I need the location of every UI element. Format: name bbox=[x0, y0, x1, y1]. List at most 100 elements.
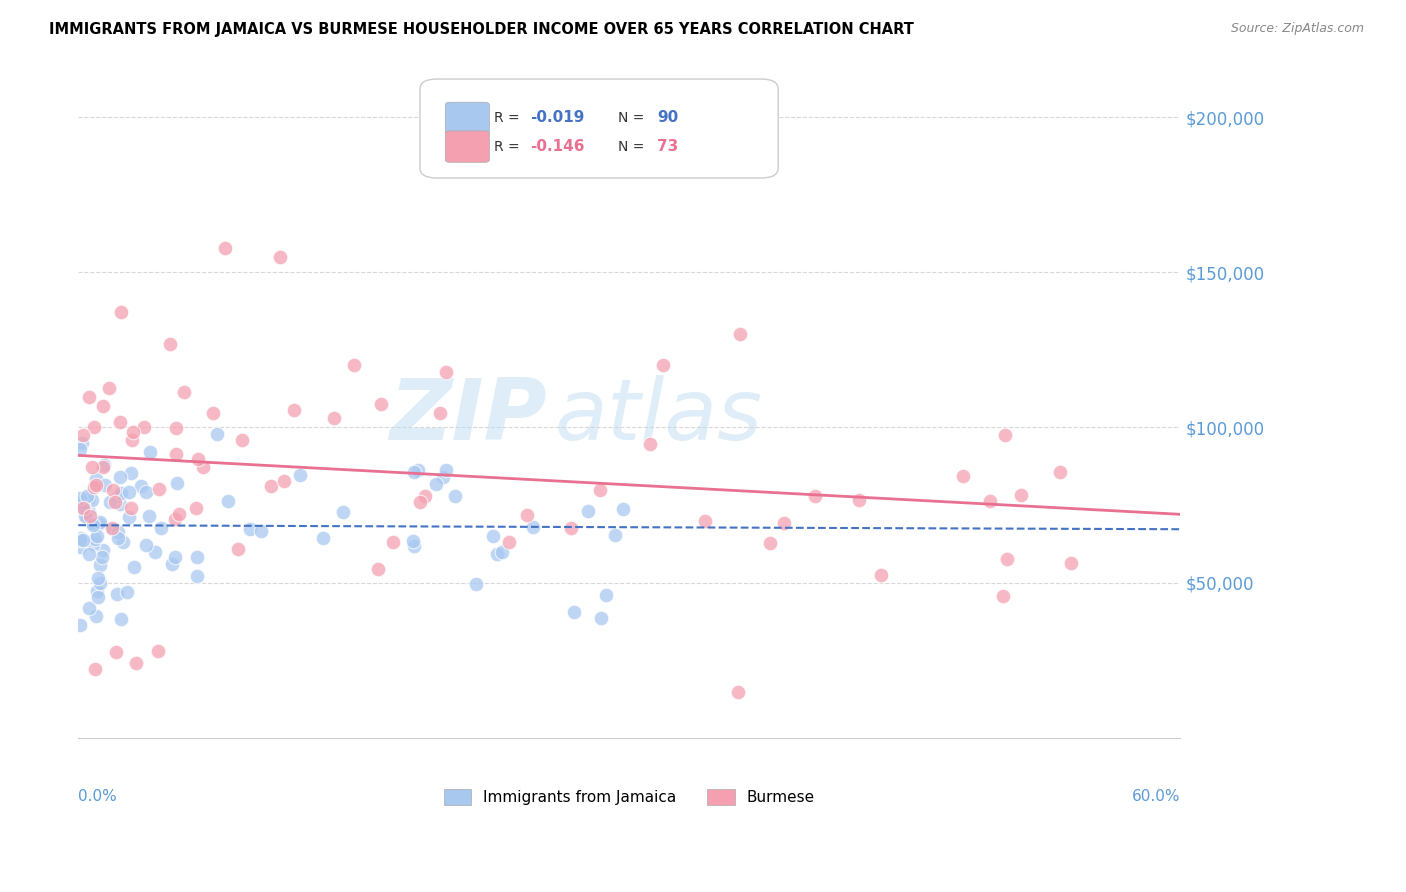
Point bbox=[89, 558, 111, 572]
Point bbox=[107, 532, 129, 546]
Text: -0.146: -0.146 bbox=[530, 139, 585, 154]
Point bbox=[952, 468, 974, 483]
Point bbox=[516, 508, 538, 523]
Point bbox=[226, 541, 249, 556]
Text: 73: 73 bbox=[657, 139, 678, 154]
Point bbox=[148, 482, 170, 496]
Point bbox=[135, 485, 157, 500]
Point bbox=[588, 483, 610, 498]
Point bbox=[367, 562, 389, 576]
Point bbox=[406, 463, 429, 477]
Point bbox=[283, 403, 305, 417]
Point bbox=[870, 568, 893, 582]
Point bbox=[122, 560, 145, 574]
Point bbox=[108, 415, 131, 429]
Text: N =: N = bbox=[619, 140, 650, 153]
Point bbox=[191, 460, 214, 475]
Point bbox=[163, 550, 186, 565]
Point bbox=[84, 473, 107, 487]
Point bbox=[995, 552, 1018, 566]
Point bbox=[77, 601, 100, 615]
Point bbox=[75, 508, 97, 523]
Point bbox=[79, 508, 101, 523]
Point bbox=[413, 489, 436, 503]
Point bbox=[76, 510, 98, 524]
Point bbox=[184, 500, 207, 515]
Text: ZIP: ZIP bbox=[389, 376, 547, 458]
Text: R =: R = bbox=[494, 111, 524, 125]
Point bbox=[217, 493, 239, 508]
Text: Source: ZipAtlas.com: Source: ZipAtlas.com bbox=[1230, 22, 1364, 36]
Point bbox=[87, 571, 110, 585]
Point bbox=[76, 490, 98, 504]
Point bbox=[118, 509, 141, 524]
Point bbox=[404, 465, 426, 479]
Point bbox=[91, 549, 114, 564]
FancyBboxPatch shape bbox=[420, 79, 778, 178]
Point bbox=[804, 489, 827, 503]
Point bbox=[72, 500, 94, 515]
Point bbox=[595, 588, 617, 602]
Point bbox=[979, 494, 1001, 508]
Point bbox=[652, 358, 675, 372]
Point bbox=[773, 516, 796, 530]
Point bbox=[332, 505, 354, 519]
Point bbox=[249, 524, 271, 538]
FancyBboxPatch shape bbox=[446, 131, 489, 162]
Point bbox=[69, 540, 91, 554]
Point bbox=[402, 533, 425, 548]
Legend: Immigrants from Jamaica, Burmese: Immigrants from Jamaica, Burmese bbox=[444, 789, 815, 805]
Point bbox=[91, 543, 114, 558]
Point bbox=[759, 536, 782, 550]
Point bbox=[72, 428, 94, 442]
Point bbox=[727, 685, 749, 699]
Point bbox=[69, 491, 91, 505]
Point bbox=[163, 512, 186, 526]
Point bbox=[695, 514, 717, 528]
Point bbox=[82, 518, 104, 533]
Point bbox=[562, 605, 585, 619]
Point bbox=[273, 474, 295, 488]
Point bbox=[205, 426, 228, 441]
Point bbox=[69, 618, 91, 632]
Point bbox=[69, 533, 91, 547]
Text: R =: R = bbox=[494, 140, 524, 153]
Point bbox=[115, 585, 138, 599]
Point bbox=[993, 589, 1015, 603]
Point bbox=[77, 505, 100, 519]
Point bbox=[290, 468, 312, 483]
Point bbox=[522, 520, 544, 534]
Point bbox=[82, 493, 104, 508]
Point bbox=[605, 528, 627, 542]
Point bbox=[994, 427, 1017, 442]
Point bbox=[434, 463, 457, 477]
Point bbox=[589, 611, 612, 625]
Point bbox=[173, 384, 195, 399]
Point bbox=[409, 494, 432, 508]
Point bbox=[498, 535, 520, 549]
Point bbox=[167, 507, 190, 521]
Point bbox=[87, 590, 110, 604]
Point bbox=[186, 550, 208, 565]
Point bbox=[104, 495, 127, 509]
Point bbox=[72, 533, 94, 548]
Point bbox=[146, 644, 169, 658]
Point bbox=[166, 475, 188, 490]
Point bbox=[612, 502, 634, 516]
Point bbox=[84, 609, 107, 624]
Point bbox=[381, 535, 404, 549]
Point bbox=[101, 521, 124, 535]
Point bbox=[82, 537, 104, 551]
Point bbox=[343, 359, 366, 373]
Point bbox=[120, 501, 142, 516]
Point bbox=[576, 504, 599, 518]
Point bbox=[1060, 556, 1083, 570]
Point bbox=[89, 515, 111, 529]
Point bbox=[214, 240, 236, 254]
Point bbox=[269, 250, 291, 264]
Point bbox=[560, 520, 582, 534]
Point bbox=[77, 547, 100, 561]
Point bbox=[432, 469, 454, 483]
Point bbox=[112, 534, 135, 549]
Point bbox=[69, 531, 91, 545]
